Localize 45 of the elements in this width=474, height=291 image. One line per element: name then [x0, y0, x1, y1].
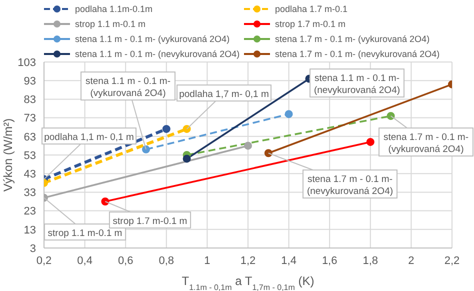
- legend-label: podlaha 1.7 m-0.1: [275, 4, 348, 14]
- annotation: podlaha 1,7 m- 0,1 m: [179, 89, 269, 100]
- y-tick-label: 93: [24, 76, 36, 88]
- point: [284, 110, 293, 118]
- legend-label: stena 1.1 m - 0.1 m- (vykurovaná 2O4): [75, 34, 230, 44]
- y-tick-label: 3: [30, 242, 36, 255]
- point: [101, 198, 110, 206]
- point: [182, 154, 191, 163]
- x-tick-label: 2: [408, 254, 414, 267]
- x-tick-label: 1,8: [362, 254, 378, 267]
- x-tick-label: 1,6: [322, 254, 338, 267]
- point: [142, 145, 150, 154]
- legend-label: podlaha 1.1m-0.1m: [75, 4, 153, 14]
- annotation: strop 1.7 m-0.1 m: [112, 216, 188, 227]
- y-tick-label: 103: [18, 56, 36, 69]
- x-axis-title: T$_{1.1m - 0,1m}$ a T$_{1,7m - 0,1m}$ (K): [182, 274, 314, 291]
- x-tick-label: 0,4: [77, 254, 92, 267]
- y-tick-label: 33: [24, 187, 36, 200]
- point: [366, 138, 374, 146]
- legend-label: stena 1.7 m - 0.1 m- (nevykurovaná 2O4): [275, 49, 440, 59]
- annotation: strop 1.1 m-0.1 m: [48, 228, 122, 239]
- annotation: stena 1.1 m - 0.1 m- (nevykurovaná 2O4): [314, 73, 400, 96]
- x-tick-label: 1: [204, 254, 210, 267]
- annotation: stena 1.7 m - 0.1 m- (nevykurovaná 2O4): [306, 174, 394, 197]
- y-tick-label: 53: [24, 150, 36, 162]
- annotation: stena 1.1 m - 0.1 m- (vykurovaná 2O4): [85, 76, 171, 99]
- legend-label: strop 1.7 m-0.1 m: [275, 19, 346, 29]
- y-tick-label: 73: [24, 112, 36, 125]
- y-tick-label: 63: [24, 131, 36, 144]
- annotation: podlaha 1,1 m- 0,1 m: [44, 132, 134, 143]
- y-tick-label: 23: [24, 206, 36, 218]
- x-tick-label: 0,2: [36, 254, 52, 267]
- x-tick-label: 1,4: [281, 254, 296, 267]
- y-tick-label: 13: [24, 224, 36, 236]
- legend-label: stena 1.7 m - 0.1 m- (vykurovaná 2O4): [275, 34, 430, 44]
- x-tick-label: 2,2: [444, 254, 460, 267]
- y-tick-label: 83: [24, 94, 36, 106]
- y-axis-title: Výkon (W/m²): [1, 118, 15, 192]
- legend-label: strop 1.1 m-0.1 m: [75, 19, 146, 29]
- annotation: stena 1.7 m - 0.1 m- (vykurovaná 2O4): [383, 132, 469, 155]
- x-tick-label: 1,2: [240, 254, 256, 267]
- x-tick-label: 0,6: [118, 254, 134, 267]
- x-tick-label: 0,8: [158, 254, 174, 267]
- legend-label: stena 1.1 m - 0.1 m- (nevykurovaná 2O4): [75, 49, 240, 59]
- y-tick-label: 43: [24, 168, 36, 181]
